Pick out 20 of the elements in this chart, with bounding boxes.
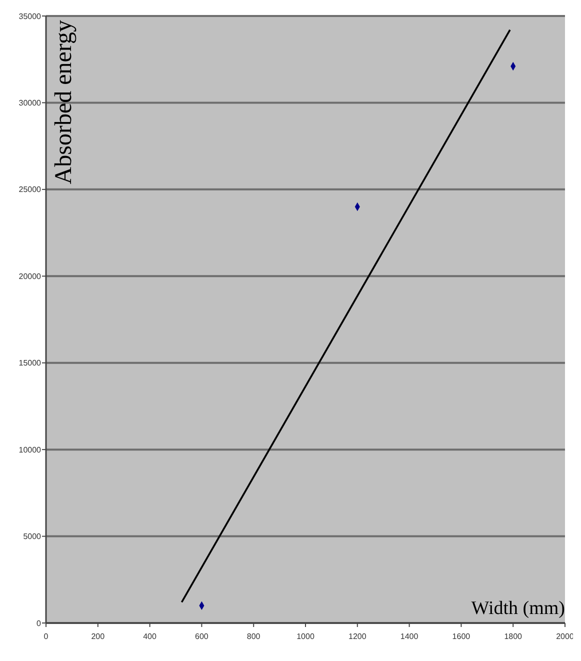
x-axis-title: Width (mm): [471, 598, 565, 619]
x-tick-label: 1000: [296, 632, 315, 641]
y-tick-label: 25000: [18, 185, 42, 194]
x-tick-label: 0: [44, 632, 49, 641]
y-axis-title: Absorbed energy: [51, 20, 77, 184]
y-tick-label: 0: [36, 618, 42, 628]
x-tick-label: 200: [91, 632, 106, 641]
x-tick-label: 1600: [452, 632, 471, 641]
y-tick-label: 10000: [18, 445, 42, 454]
x-tick-label: 800: [246, 632, 261, 641]
x-tick-label: 400: [143, 632, 158, 641]
x-tick-label: 1800: [504, 632, 523, 641]
y-tick-label: 5000: [23, 532, 42, 542]
y-tick-label: 20000: [18, 272, 42, 281]
x-tick-label: 1400: [400, 632, 419, 641]
y-tick-label: 30000: [18, 98, 42, 108]
x-tick-label: 600: [195, 632, 209, 641]
x-tick-label: 1200: [348, 632, 367, 641]
y-tick-label: 15000: [18, 358, 42, 368]
y-tick-label: 35000: [18, 12, 42, 21]
